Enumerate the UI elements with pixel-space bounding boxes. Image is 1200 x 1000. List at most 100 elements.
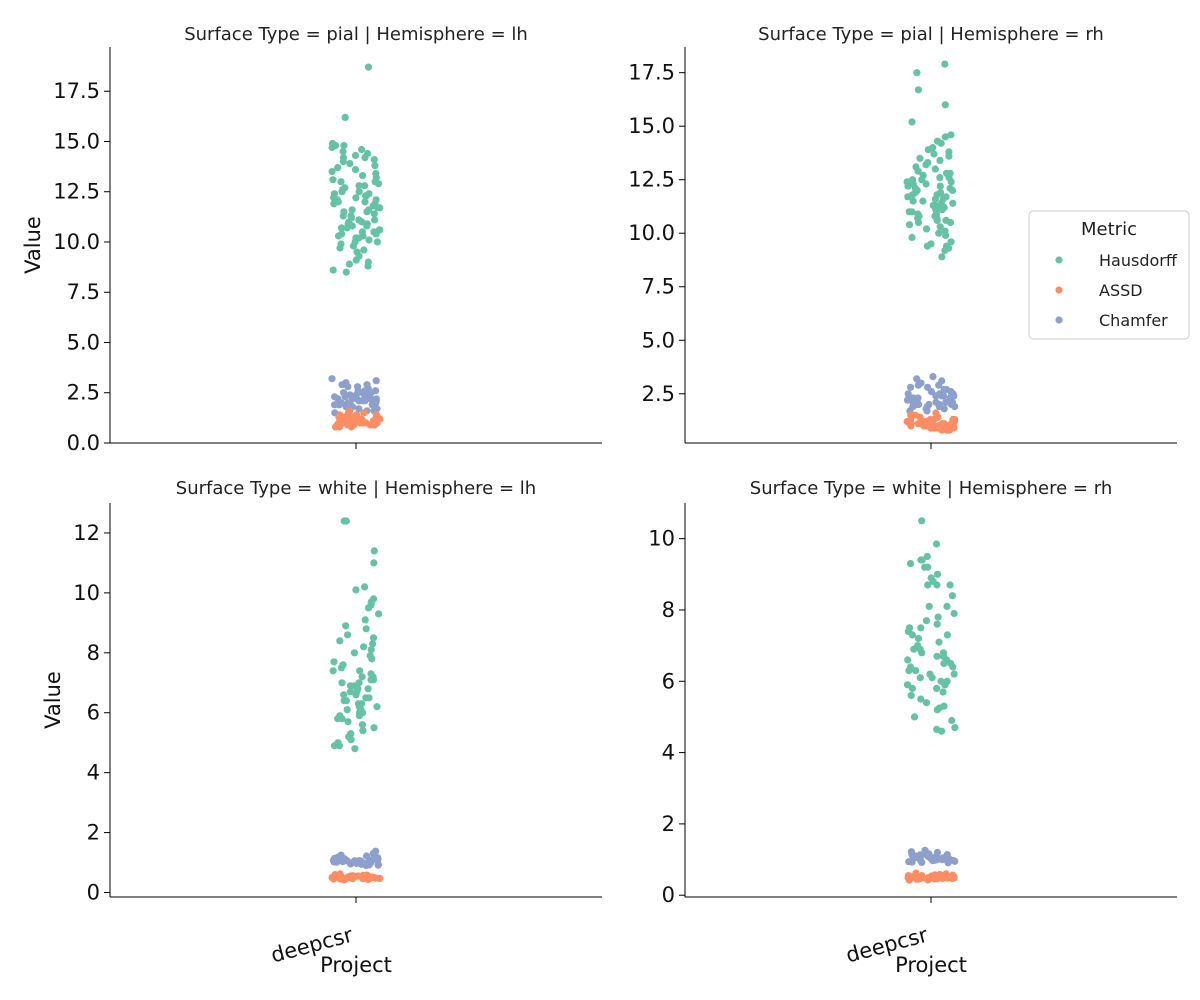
y-tick-label: 8 — [662, 598, 675, 622]
data-point — [356, 417, 365, 425]
data-point — [341, 393, 349, 401]
data-point — [932, 540, 941, 548]
data-point — [328, 375, 336, 383]
data-point — [362, 861, 370, 870]
data-point — [907, 383, 915, 391]
data-point — [938, 206, 946, 214]
data-point — [933, 706, 941, 714]
data-point — [355, 405, 363, 413]
data-point — [950, 670, 958, 678]
y-tick-label: 5.0 — [642, 328, 675, 352]
data-point — [368, 401, 376, 409]
panels: Surface Type = pial | Hemisphere = lh 0.0… — [21, 24, 1177, 977]
data-point — [358, 673, 366, 681]
data-point — [361, 583, 369, 591]
data-point — [931, 165, 939, 173]
data-point — [373, 703, 381, 711]
panel-title: Surface Type = white | Hemisphere = lh — [176, 478, 536, 499]
data-point — [918, 649, 926, 657]
data-point — [942, 231, 950, 239]
data-point — [914, 167, 922, 175]
data-point — [364, 262, 372, 270]
data-point — [935, 229, 943, 237]
data-point — [926, 422, 935, 430]
data-point — [949, 422, 957, 430]
data-point — [913, 69, 921, 77]
y-tick-label: 12.5 — [53, 180, 100, 204]
data-point — [914, 86, 923, 94]
data-point — [930, 873, 938, 882]
data-point — [907, 873, 915, 881]
data-point — [372, 387, 380, 395]
data-point — [922, 225, 931, 233]
data-point — [346, 688, 354, 696]
data-point — [352, 586, 360, 594]
data-point — [933, 581, 941, 589]
data-point — [361, 154, 369, 162]
data-point — [922, 180, 930, 188]
y-axis-label: Value — [21, 216, 45, 274]
data-point — [352, 256, 360, 264]
data-point — [949, 663, 957, 671]
y-tick-label: 7.5 — [642, 275, 675, 299]
panel-title: Surface Type = white | Hemisphere = rh — [750, 478, 1112, 499]
data-point — [370, 547, 378, 555]
data-point — [374, 861, 382, 869]
data-point — [917, 556, 925, 564]
data-point — [330, 200, 338, 208]
data-point — [917, 695, 925, 703]
data-point — [923, 242, 932, 250]
data-point — [933, 570, 942, 578]
data-point — [370, 210, 378, 218]
data-point — [342, 622, 350, 630]
data-point — [352, 194, 360, 202]
data-point — [923, 407, 931, 415]
series-hausdorff — [903, 517, 959, 735]
data-point — [905, 221, 914, 229]
data-point — [347, 860, 355, 868]
panel-title: Surface Type = pial | Hemisphere = lh — [184, 24, 528, 45]
series-assd — [903, 409, 959, 434]
data-point — [373, 238, 381, 246]
data-point — [372, 230, 380, 238]
data-point — [907, 691, 915, 700]
data-point — [344, 718, 352, 726]
panel-1: Surface Type = pial | Hemisphere = lh 0.0… — [21, 24, 602, 455]
data-point — [938, 392, 946, 400]
data-point — [929, 373, 937, 381]
y-tick-label: 0.0 — [67, 431, 100, 455]
data-point — [914, 634, 923, 643]
data-point — [371, 162, 379, 170]
data-point — [910, 645, 918, 653]
data-point — [336, 637, 344, 645]
data-point — [917, 624, 925, 632]
legend-label: ASSD — [1099, 281, 1143, 300]
data-point — [938, 253, 946, 261]
data-point — [334, 232, 343, 240]
data-point — [340, 697, 348, 705]
data-point — [909, 403, 917, 411]
data-point — [908, 233, 916, 242]
data-point — [340, 691, 348, 699]
series-chamfer — [329, 847, 382, 870]
panel-title: Surface Type = pial | Hemisphere = rh — [758, 24, 1104, 45]
data-point — [348, 395, 356, 403]
legend-label: Chamfer — [1099, 311, 1168, 330]
data-point — [364, 604, 373, 612]
data-point — [940, 659, 948, 668]
data-point — [914, 381, 922, 389]
series-chamfer — [328, 375, 381, 417]
data-point — [371, 216, 379, 224]
y-tick-label: 12 — [73, 521, 100, 545]
y-tick-label: 2.5 — [67, 381, 100, 405]
data-point — [338, 381, 346, 389]
data-point — [925, 602, 933, 611]
legend-entries: Hausdorff ASSD Chamfer — [1055, 251, 1178, 330]
data-point — [924, 876, 932, 884]
data-point — [335, 413, 343, 421]
data-point — [346, 682, 355, 690]
data-point — [941, 681, 949, 689]
data-point — [372, 419, 380, 427]
data-point — [933, 620, 941, 628]
data-point — [357, 857, 365, 865]
